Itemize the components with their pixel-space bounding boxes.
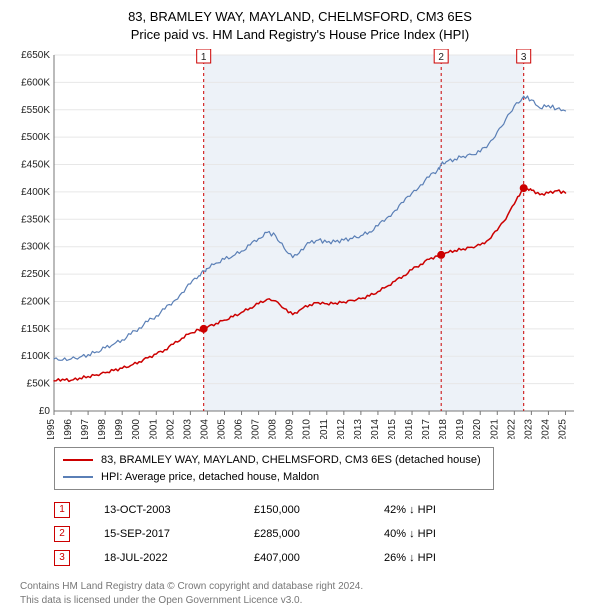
svg-text:2019: 2019 xyxy=(455,419,466,439)
svg-text:£100K: £100K xyxy=(21,351,50,362)
svg-text:2003: 2003 xyxy=(182,419,193,439)
svg-text:2013: 2013 xyxy=(353,419,364,439)
marker-row: 1 13-OCT-2003£150,00042% ↓ HPI xyxy=(54,498,554,522)
down-arrow-icon: ↓ HPI xyxy=(409,528,436,540)
svg-text:2025: 2025 xyxy=(557,419,568,439)
chart-plot-area: £0 £50K £100K £150K £200K £250K £300K £350K £400… xyxy=(10,49,590,439)
marker-price: £407,000 xyxy=(254,546,384,570)
marker-date: 15-SEP-2017 xyxy=(104,522,254,546)
down-arrow-icon: ↓ HPI xyxy=(409,552,436,564)
svg-text:2011: 2011 xyxy=(319,419,330,439)
svg-text:2012: 2012 xyxy=(336,419,347,439)
svg-text:£150K: £150K xyxy=(21,324,50,335)
legend-item: HPI: Average price, detached house, Mald… xyxy=(63,469,485,486)
attribution-line2: This data is licensed under the Open Gov… xyxy=(20,595,302,606)
svg-text:3: 3 xyxy=(521,52,527,63)
svg-text:2010: 2010 xyxy=(302,419,313,439)
svg-text:2006: 2006 xyxy=(234,419,245,439)
svg-text:£650K: £650K xyxy=(21,50,50,61)
marker-date: 13-OCT-2003 xyxy=(104,498,254,522)
marker-price: £150,000 xyxy=(254,498,384,522)
marker-row: 2 15-SEP-2017£285,00040% ↓ HPI xyxy=(54,522,554,546)
marker-badge: 2 xyxy=(54,526,70,542)
svg-text:£200K: £200K xyxy=(21,297,50,308)
legend-item: 83, BRAMLEY WAY, MAYLAND, CHELMSFORD, CM… xyxy=(63,452,485,469)
svg-text:2001: 2001 xyxy=(148,419,159,439)
svg-text:2020: 2020 xyxy=(472,419,483,439)
svg-text:2009: 2009 xyxy=(285,419,296,439)
chart-svg: £0 £50K £100K £150K £200K £250K £300K £350K £400… xyxy=(10,49,590,439)
svg-text:2024: 2024 xyxy=(540,419,551,439)
svg-text:£300K: £300K xyxy=(21,242,50,253)
chart-title: 83, BRAMLEY WAY, MAYLAND, CHELMSFORD, CM… xyxy=(10,8,590,43)
svg-text:2015: 2015 xyxy=(387,419,398,439)
svg-text:2005: 2005 xyxy=(216,419,227,439)
legend-label: HPI: Average price, detached house, Mald… xyxy=(101,469,319,486)
marker-events-table: 1 13-OCT-2003£150,00042% ↓ HPI 2 15-SEP-201… xyxy=(54,498,554,570)
svg-text:1999: 1999 xyxy=(114,419,125,439)
svg-text:£500K: £500K xyxy=(21,132,50,143)
svg-text:2000: 2000 xyxy=(131,419,142,439)
down-arrow-icon: ↓ HPI xyxy=(409,504,436,516)
attribution-line1: Contains HM Land Registry data © Crown c… xyxy=(20,581,363,592)
svg-text:2008: 2008 xyxy=(268,419,279,439)
marker-diff: 26% ↓ HPI xyxy=(384,546,554,570)
legend: 83, BRAMLEY WAY, MAYLAND, CHELMSFORD, CM… xyxy=(54,447,494,490)
title-line1: 83, BRAMLEY WAY, MAYLAND, CHELMSFORD, CM… xyxy=(128,9,472,24)
chart-container: 83, BRAMLEY WAY, MAYLAND, CHELMSFORD, CM… xyxy=(0,0,600,590)
svg-text:£550K: £550K xyxy=(21,105,50,116)
legend-swatch xyxy=(63,459,93,461)
svg-text:£350K: £350K xyxy=(21,214,50,225)
marker-row: 3 18-JUL-2022£407,00026% ↓ HPI xyxy=(54,546,554,570)
attribution: Contains HM Land Registry data © Crown c… xyxy=(20,580,590,607)
legend-label: 83, BRAMLEY WAY, MAYLAND, CHELMSFORD, CM… xyxy=(101,452,481,469)
svg-text:2016: 2016 xyxy=(404,419,415,439)
svg-text:2021: 2021 xyxy=(489,419,500,439)
svg-text:2004: 2004 xyxy=(199,419,210,439)
svg-text:£250K: £250K xyxy=(21,269,50,280)
svg-text:2018: 2018 xyxy=(438,419,449,439)
svg-text:2022: 2022 xyxy=(506,419,517,439)
marker-badge: 3 xyxy=(54,550,70,566)
marker-badge: 1 xyxy=(54,502,70,518)
marker-date: 18-JUL-2022 xyxy=(104,546,254,570)
svg-text:£0: £0 xyxy=(39,406,51,417)
svg-text:2: 2 xyxy=(438,52,444,63)
svg-text:1996: 1996 xyxy=(63,419,74,439)
marker-price: £285,000 xyxy=(254,522,384,546)
svg-text:£50K: £50K xyxy=(27,379,51,390)
svg-text:£450K: £450K xyxy=(21,160,50,171)
svg-text:£600K: £600K xyxy=(21,77,50,88)
svg-text:2023: 2023 xyxy=(523,419,534,439)
svg-text:1998: 1998 xyxy=(97,419,108,439)
svg-text:1: 1 xyxy=(201,52,207,63)
legend-swatch xyxy=(63,476,93,478)
svg-text:2007: 2007 xyxy=(251,419,262,439)
title-line2: Price paid vs. HM Land Registry's House … xyxy=(131,27,469,42)
svg-text:2017: 2017 xyxy=(421,419,432,439)
svg-text:2002: 2002 xyxy=(165,419,176,439)
marker-diff: 42% ↓ HPI xyxy=(384,498,554,522)
svg-text:2014: 2014 xyxy=(370,419,381,439)
marker-diff: 40% ↓ HPI xyxy=(384,522,554,546)
svg-text:£400K: £400K xyxy=(21,187,50,198)
svg-text:1995: 1995 xyxy=(46,419,57,439)
svg-text:1997: 1997 xyxy=(80,419,91,439)
